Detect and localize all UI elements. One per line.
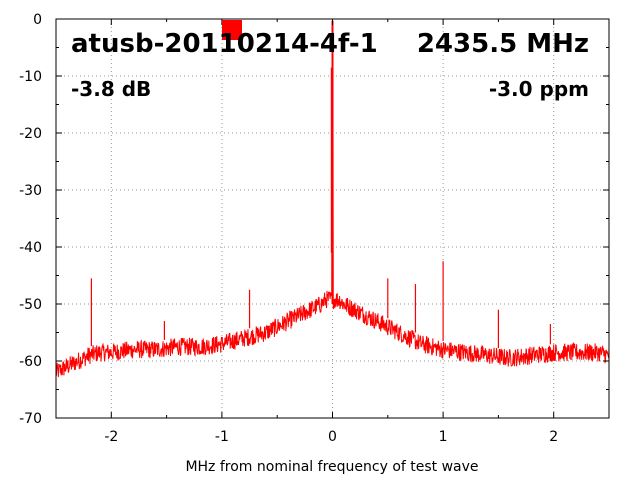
frequency-annotation: 2435.5 MHz (417, 29, 589, 59)
x-tick-label: -1 (215, 429, 229, 445)
center-marker (222, 20, 242, 40)
y-tick-label: 0 (33, 12, 42, 28)
device-annotation: atusb-20110214-4f-1 (71, 29, 378, 59)
y-tick-label: -20 (19, 126, 42, 142)
y-tick-label: -70 (19, 411, 42, 427)
y-tick-label: -60 (19, 354, 42, 370)
x-tick-label: 1 (439, 429, 448, 445)
axis-ticks: 0-10-20-30-40-50-60-70-2 -1 0 1 2 (19, 12, 610, 445)
y-tick-label: -40 (19, 240, 42, 256)
y-tick-label: -50 (19, 297, 42, 313)
level-annotation: -3.8 dB (71, 77, 151, 101)
spurs-group (90, 67, 551, 349)
y-tick-label: -30 (19, 183, 42, 199)
x-tick-label: 0 (328, 429, 337, 445)
x-tick-label: 2 (549, 429, 558, 445)
y-tick-label: -10 (19, 69, 42, 85)
x-tick-label: -2 (104, 429, 118, 445)
x-axis-label: MHz from nominal frequency of test wave (185, 459, 478, 475)
offset-annotation: -3.0 ppm (489, 77, 589, 101)
